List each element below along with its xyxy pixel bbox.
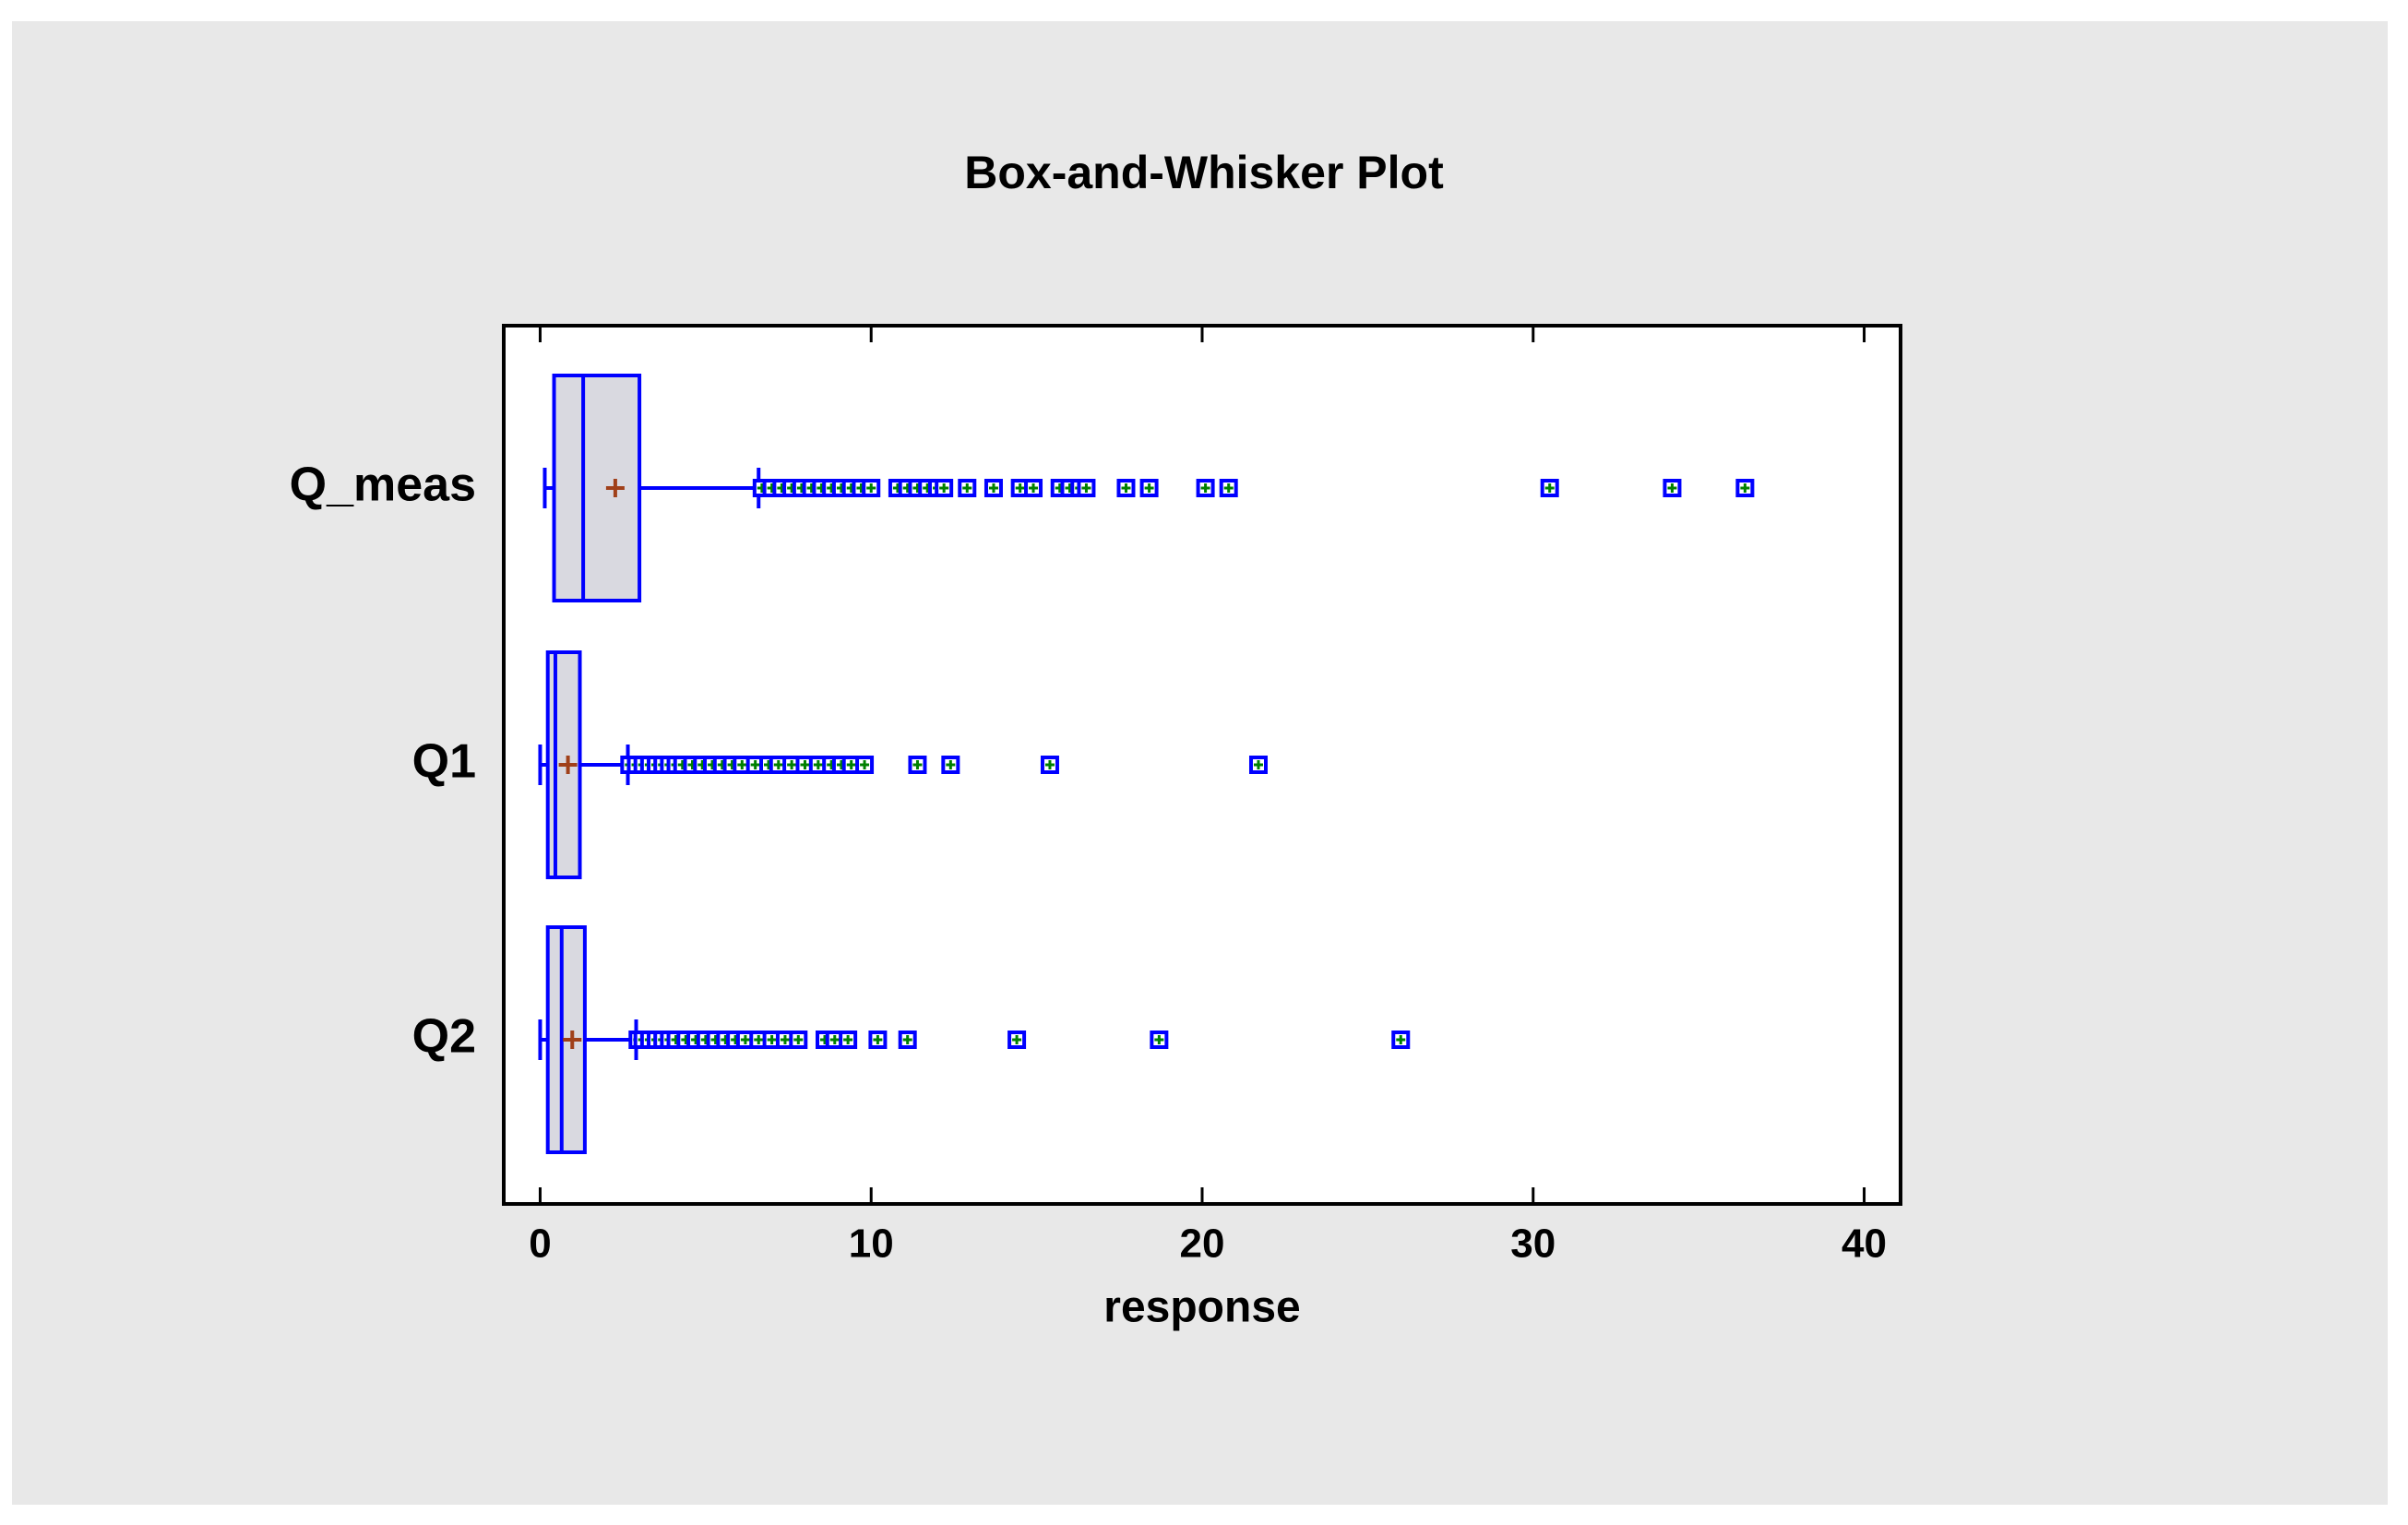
outlier — [1150, 1031, 1169, 1049]
outlier — [862, 479, 881, 497]
outlier — [1116, 479, 1136, 497]
outlier — [935, 479, 954, 497]
box — [552, 374, 642, 602]
outlier — [1219, 479, 1238, 497]
outlier — [1540, 479, 1559, 497]
outlier — [1196, 479, 1215, 497]
mean-marker — [563, 1031, 582, 1049]
outlier — [855, 756, 875, 774]
y-tick-label: Q2 — [412, 1010, 476, 1064]
outlier — [1391, 1031, 1411, 1049]
x-tick-label: 20 — [1180, 1221, 1225, 1267]
outlier — [983, 479, 1003, 497]
outlier — [1024, 479, 1043, 497]
outlier — [1139, 479, 1159, 497]
mean-marker — [558, 756, 578, 774]
x-tick-label: 10 — [849, 1221, 894, 1267]
x-tick-label: 40 — [1842, 1221, 1887, 1267]
outlier — [1735, 479, 1755, 497]
outlier — [839, 1031, 858, 1049]
outlier — [733, 756, 752, 774]
x-tick-label: 0 — [529, 1221, 551, 1267]
outlier — [1007, 1031, 1027, 1049]
outlier — [908, 756, 927, 774]
outlier — [1040, 756, 1059, 774]
x-axis-label: response — [1103, 1283, 1300, 1332]
outlier — [789, 1031, 808, 1049]
y-tick-label: Q1 — [412, 735, 476, 789]
outlier — [898, 1031, 917, 1049]
outlier — [941, 756, 960, 774]
x-tick-label: 30 — [1510, 1221, 1556, 1267]
outlier — [1077, 479, 1096, 497]
outlier — [1248, 756, 1268, 774]
outlier — [958, 479, 977, 497]
outlier — [1663, 479, 1682, 497]
y-tick-label: Q_meas — [290, 459, 476, 512]
chart-title: Box-and-Whisker Plot — [964, 147, 1444, 198]
mean-marker — [605, 479, 625, 497]
outlier — [868, 1031, 888, 1049]
